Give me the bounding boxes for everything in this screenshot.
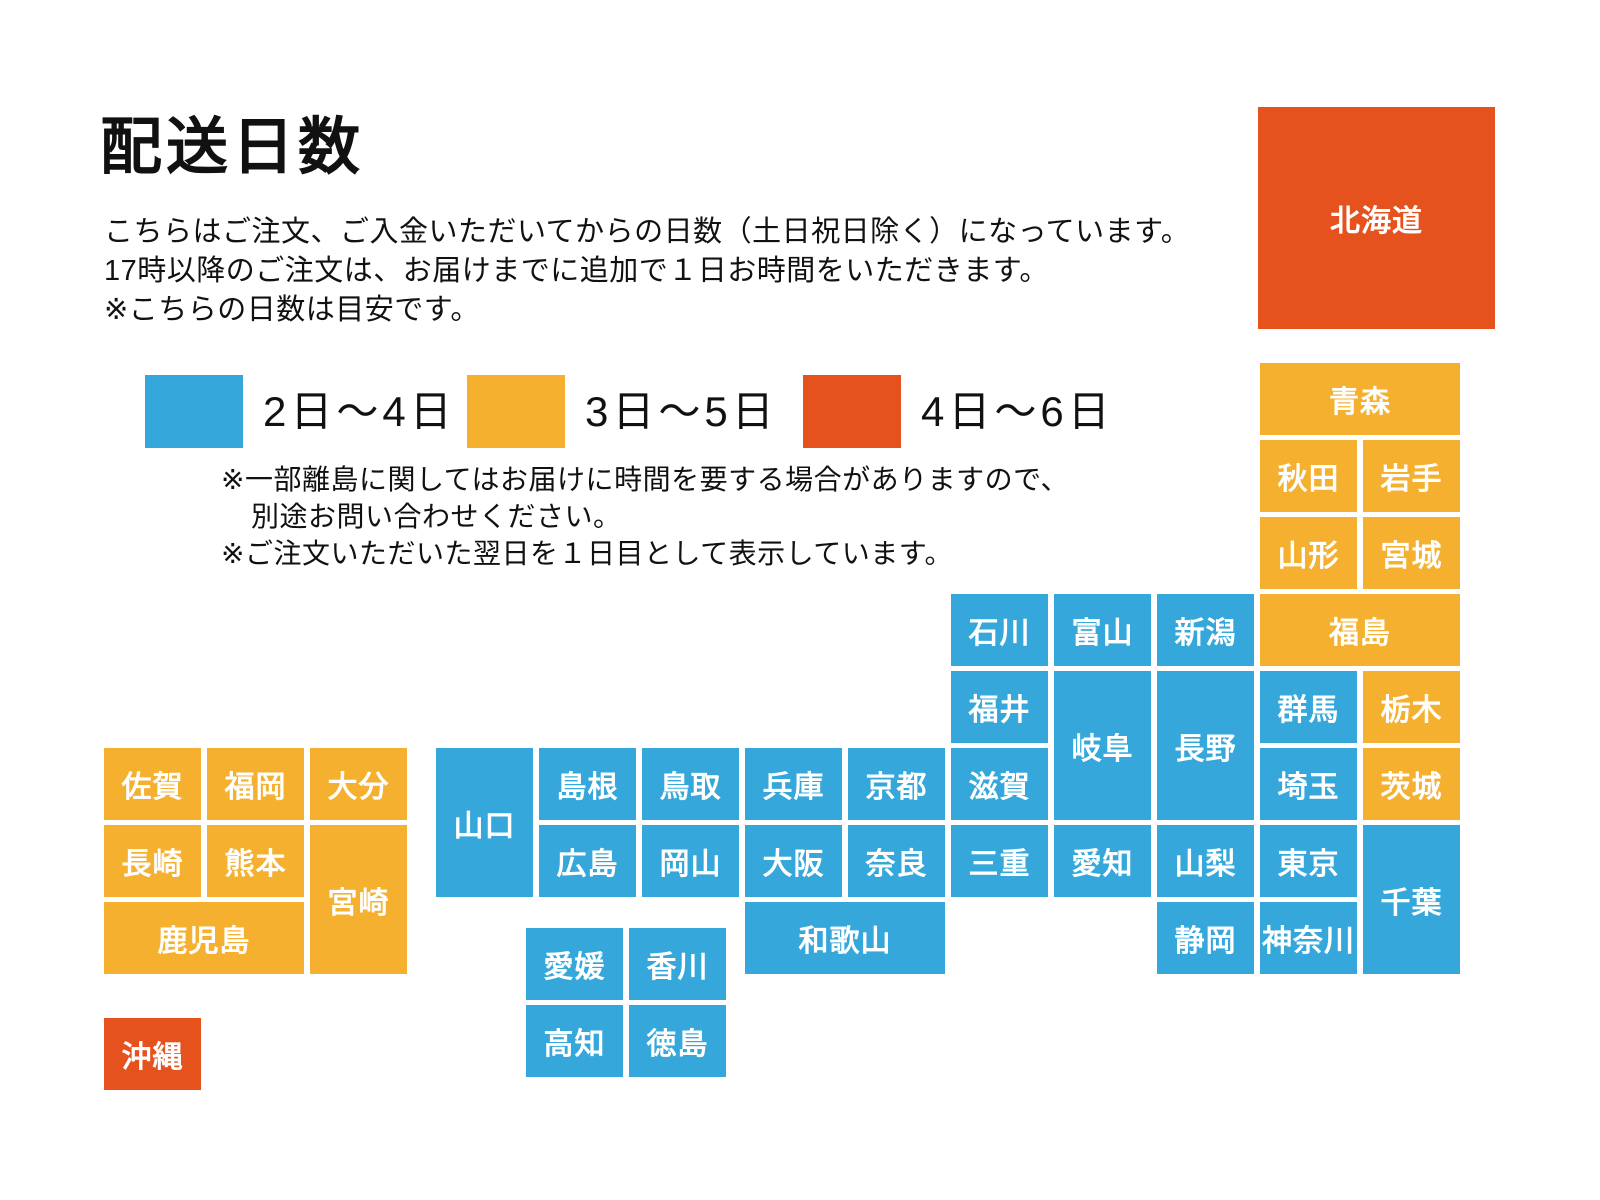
legend-swatch-blue (145, 375, 243, 448)
description-line-1: こちらはご注文、ご入金いただいてからの日数（土日祝日除く）になっています。 (104, 216, 1191, 248)
legend-swatch-yellow (467, 375, 565, 448)
tile-hiroshima: 広島 (539, 825, 636, 897)
tile-kochi: 高知 (526, 1005, 623, 1077)
tile-nagasaki: 長崎 (104, 825, 201, 897)
tile-yamanashi: 山梨 (1157, 825, 1254, 897)
description-line-3: ※こちらの日数は目安です。 (104, 294, 480, 326)
footnote-line-1: ※一部離島に関してはお届けに時間を要する場合がありますので、 (221, 464, 1069, 495)
tile-hokkaido: 北海道 (1258, 107, 1495, 329)
tile-aichi: 愛知 (1054, 825, 1151, 897)
tile-kagawa: 香川 (629, 928, 726, 1000)
tile-yamaguchi: 山口 (436, 748, 533, 897)
tile-saitama: 埼玉 (1260, 748, 1357, 820)
tile-kanagawa: 神奈川 (1260, 902, 1357, 974)
tile-miyazaki: 宮崎 (310, 825, 407, 974)
tile-miyagi: 宮城 (1363, 517, 1460, 589)
legend-swatch-orange (803, 375, 901, 448)
page-title: 配送日数 (100, 113, 365, 182)
tile-shimane: 島根 (539, 748, 636, 820)
tile-mie: 三重 (951, 825, 1048, 897)
description: こちらはご注文、ご入金いただいてからの日数（土日祝日除く）になっています。 17… (104, 213, 1190, 330)
tile-kyoto: 京都 (848, 748, 945, 820)
tile-nara: 奈良 (848, 825, 945, 897)
tile-gunma: 群馬 (1260, 671, 1357, 743)
tile-niigata: 新潟 (1157, 594, 1254, 666)
description-line-2: 17時以降のご注文は、お届けまでに追加で１日お時間をいただきます。 (104, 255, 1049, 287)
tile-gifu: 岐阜 (1054, 671, 1151, 820)
tile-oita: 大分 (310, 748, 407, 820)
tile-akita: 秋田 (1260, 440, 1357, 512)
tile-saga: 佐賀 (104, 748, 201, 820)
tile-fukushima: 福島 (1260, 594, 1460, 666)
tile-nagano: 長野 (1157, 671, 1254, 820)
legend-label-4-6-days: 4日〜6日 (921, 388, 1114, 435)
tile-tokyo: 東京 (1260, 825, 1357, 897)
tile-shizuoka: 静岡 (1157, 902, 1254, 974)
tile-aomori: 青森 (1260, 363, 1460, 435)
tile-ehime: 愛媛 (526, 928, 623, 1000)
tile-okinawa: 沖縄 (104, 1018, 201, 1090)
tile-yamagata: 山形 (1260, 517, 1357, 589)
tile-wakayama: 和歌山 (745, 902, 945, 974)
tile-kumamoto: 熊本 (207, 825, 304, 897)
tile-fukui: 福井 (951, 671, 1048, 743)
tile-chiba: 千葉 (1363, 825, 1460, 974)
tile-okayama: 岡山 (642, 825, 739, 897)
tile-tottori: 鳥取 (642, 748, 739, 820)
legend: 2日〜4日 3日〜5日 4日〜6日 (0, 375, 1600, 448)
footnote-line-2: 別途お問い合わせください。 (251, 501, 622, 532)
tile-toyama: 富山 (1054, 594, 1151, 666)
legend-label-3-5-days: 3日〜5日 (585, 388, 778, 435)
tile-fukuoka: 福岡 (207, 748, 304, 820)
tile-osaka: 大阪 (745, 825, 842, 897)
tile-iwate: 岩手 (1363, 440, 1460, 512)
tile-tochigi: 栃木 (1363, 671, 1460, 743)
tile-hyogo: 兵庫 (745, 748, 842, 820)
tile-shiga: 滋賀 (951, 748, 1048, 820)
tile-ibaraki: 茨城 (1363, 748, 1460, 820)
tile-kagoshima: 鹿児島 (104, 902, 304, 974)
tile-ishikawa: 石川 (951, 594, 1048, 666)
footnotes: ※一部離島に関してはお届けに時間を要する場合がありますので、 別途お問い合わせく… (221, 461, 1069, 572)
footnote-line-3: ※ご注文いただいた翌日を１日目として表示しています。 (221, 538, 953, 569)
tile-tokushima: 徳島 (629, 1005, 726, 1077)
legend-label-2-4-days: 2日〜4日 (263, 388, 456, 435)
